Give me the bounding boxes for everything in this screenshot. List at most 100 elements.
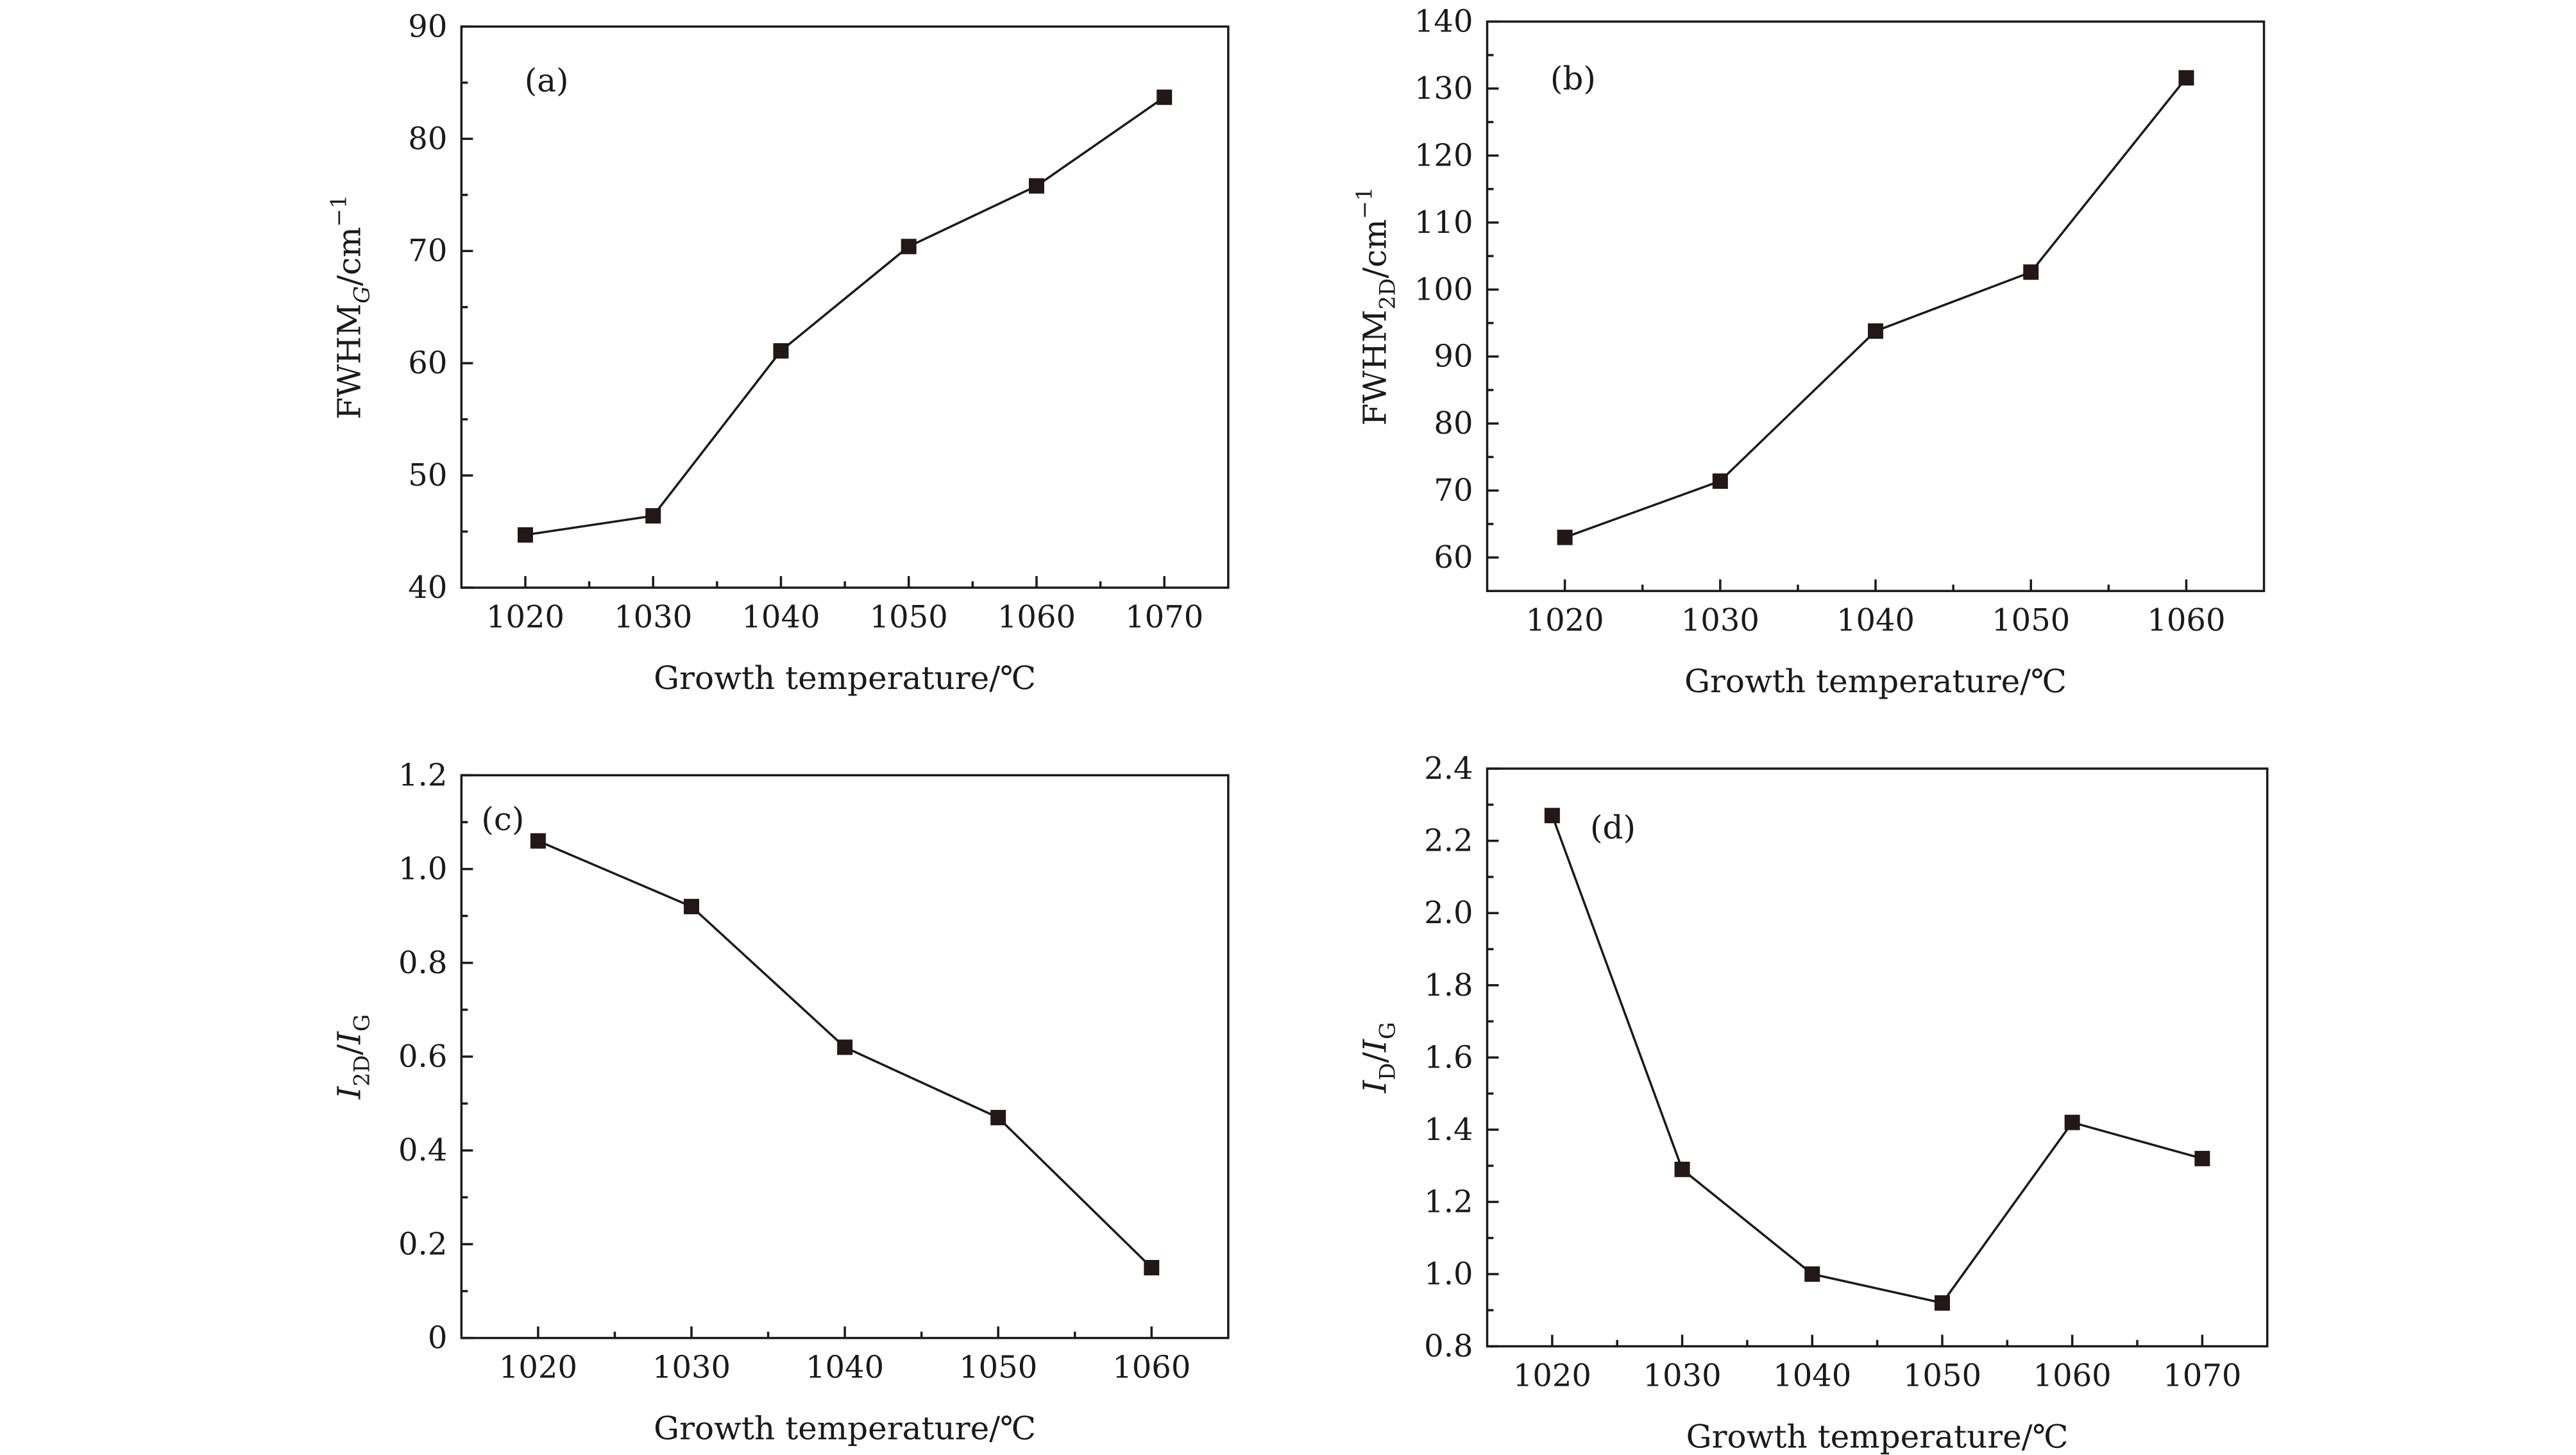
x-tick-label: 1050 xyxy=(1992,602,2070,638)
y-tick-label: 140 xyxy=(1414,4,1473,40)
y-tick-label: 2.2 xyxy=(1424,823,1473,859)
data-point xyxy=(837,1039,853,1055)
panel-label: (b) xyxy=(1550,60,1596,98)
y-tick-label: 1.0 xyxy=(1424,1256,1473,1292)
panel-label: (c) xyxy=(481,801,524,838)
y-tick-label: 0.6 xyxy=(398,1039,447,1075)
y-axis-title-part: I xyxy=(330,1085,368,1100)
x-tick-label: 1040 xyxy=(741,599,820,635)
y-tick-label: 1.2 xyxy=(1424,1184,1473,1220)
y-tick-label: 0 xyxy=(428,1320,448,1356)
y-tick-label: 110 xyxy=(1414,205,1473,241)
y-tick-label: 70 xyxy=(1434,473,1473,509)
x-tick-label: 1070 xyxy=(2163,1358,2241,1394)
panel-d: 1020 1030 1040 1050 1060 1070 0.8 1.0 1.2 1.4 1.6 1… xyxy=(1357,751,2269,1455)
y-tick-label: 0.4 xyxy=(398,1132,447,1168)
data-point xyxy=(2023,264,2039,280)
data-point xyxy=(1144,1259,1160,1275)
x-axis-title: Growth temperature/℃ xyxy=(654,1410,1036,1447)
y-tick-label: 1.2 xyxy=(398,757,447,793)
y-tick-label: 80 xyxy=(1434,405,1473,441)
y-axis-title-part: / xyxy=(330,1044,368,1055)
y-axis-title-part: D xyxy=(1375,1063,1401,1080)
y-tick-label: 50 xyxy=(408,457,447,493)
x-tick-label: 1020 xyxy=(499,1350,577,1386)
x-tick-label: 1050 xyxy=(870,599,948,635)
data-point xyxy=(517,527,533,543)
data-point xyxy=(684,899,700,915)
y-tick-label: 120 xyxy=(1414,137,1473,173)
x-tick-label: 1060 xyxy=(1112,1350,1191,1386)
y-axis-title-part: I xyxy=(1357,1080,1394,1094)
x-tick-label: 1030 xyxy=(1681,602,1759,638)
y-axis-title-part: G xyxy=(1375,1022,1401,1039)
y-axis-title-part: 2D xyxy=(1375,278,1401,310)
data-point xyxy=(2064,1114,2080,1130)
data-point xyxy=(1712,473,1728,489)
x-tick-label: 1030 xyxy=(652,1350,731,1386)
y-tick-label: 100 xyxy=(1414,271,1473,307)
x-tick-label: 1060 xyxy=(2033,1358,2112,1394)
y-axis-title-part: /cm xyxy=(330,227,368,286)
panel-label: (a) xyxy=(525,62,569,99)
plot-frame xyxy=(460,774,1230,1340)
x-tick-label: 1020 xyxy=(1513,1358,1591,1394)
y-tick-label: 40 xyxy=(408,570,447,606)
x-tick-label: 1040 xyxy=(806,1350,884,1386)
data-point xyxy=(1674,1161,1690,1177)
y-tick-label: 2.0 xyxy=(1424,895,1473,931)
data-point xyxy=(645,508,661,524)
y-axis-title-part: −1 xyxy=(1352,187,1378,219)
data-point xyxy=(2194,1150,2210,1166)
x-tick-label: 1020 xyxy=(1526,602,1604,638)
y-tick-label: 0.8 xyxy=(398,945,447,981)
y-tick-label: 1.0 xyxy=(398,851,447,887)
y-axis-title-part: FWHM xyxy=(330,303,368,420)
y-axis-title-part: G xyxy=(349,286,375,303)
y-axis-title-part: / xyxy=(1357,1052,1394,1063)
y-tick-label: 1.6 xyxy=(1424,1039,1473,1075)
y-tick-label: 90 xyxy=(1434,339,1473,375)
x-tick-label: 1040 xyxy=(1773,1358,1851,1394)
data-point xyxy=(1934,1295,1950,1311)
x-tick-label: 1060 xyxy=(997,599,1076,635)
panel-c: 1020 1030 1040 1050 1060 0 0.2 0.4 0.6 0.8 1.0 1.2 G… xyxy=(330,757,1230,1447)
data-point xyxy=(1804,1266,1820,1282)
x-tick-label: 1020 xyxy=(486,599,564,635)
y-axis-title-part: I xyxy=(330,1031,368,1045)
panel-label: (d) xyxy=(1590,809,1636,846)
x-tick-label: 1030 xyxy=(614,599,692,635)
x-axis-title: Growth temperature/℃ xyxy=(1684,663,2067,700)
x-tick-label: 1050 xyxy=(959,1350,1037,1386)
data-point xyxy=(1028,178,1044,194)
y-axis-title: I2D/IG xyxy=(330,1014,375,1100)
data-point xyxy=(1868,323,1884,339)
y-tick-label: 1.4 xyxy=(1424,1112,1473,1148)
plot-frame xyxy=(1486,20,2266,592)
data-point xyxy=(901,239,917,255)
x-tick-label: 1070 xyxy=(1125,599,1203,635)
x-tick-label: 1040 xyxy=(1836,602,1915,638)
y-axis-title-part: 2D xyxy=(349,1055,375,1087)
x-tick-label: 1030 xyxy=(1643,1358,1721,1394)
y-axis-title-part: I xyxy=(1357,1039,1394,1053)
data-point xyxy=(2178,70,2194,86)
y-tick-label: 1.8 xyxy=(1424,967,1473,1003)
y-tick-label: 90 xyxy=(408,8,447,44)
y-tick-label: 0.8 xyxy=(1424,1329,1473,1365)
plot-frame xyxy=(1486,767,2269,1348)
data-point xyxy=(1557,529,1573,545)
y-axis-title-part: /cm xyxy=(1357,219,1394,278)
y-tick-label: 2.4 xyxy=(1424,751,1473,787)
y-axis-title-part: G xyxy=(349,1014,375,1032)
y-tick-label: 60 xyxy=(408,345,447,381)
y-axis-title: ID/IG xyxy=(1357,1022,1401,1094)
x-tick-label: 1050 xyxy=(1903,1358,1981,1394)
y-axis-title: FWHMG/cm−1 xyxy=(326,194,375,419)
y-axis-title-part: −1 xyxy=(326,194,352,226)
data-point xyxy=(990,1110,1006,1126)
y-tick-label: 0.2 xyxy=(398,1226,447,1262)
x-axis-title: Growth temperature/℃ xyxy=(1686,1418,2069,1455)
y-tick-label: 70 xyxy=(408,233,447,269)
